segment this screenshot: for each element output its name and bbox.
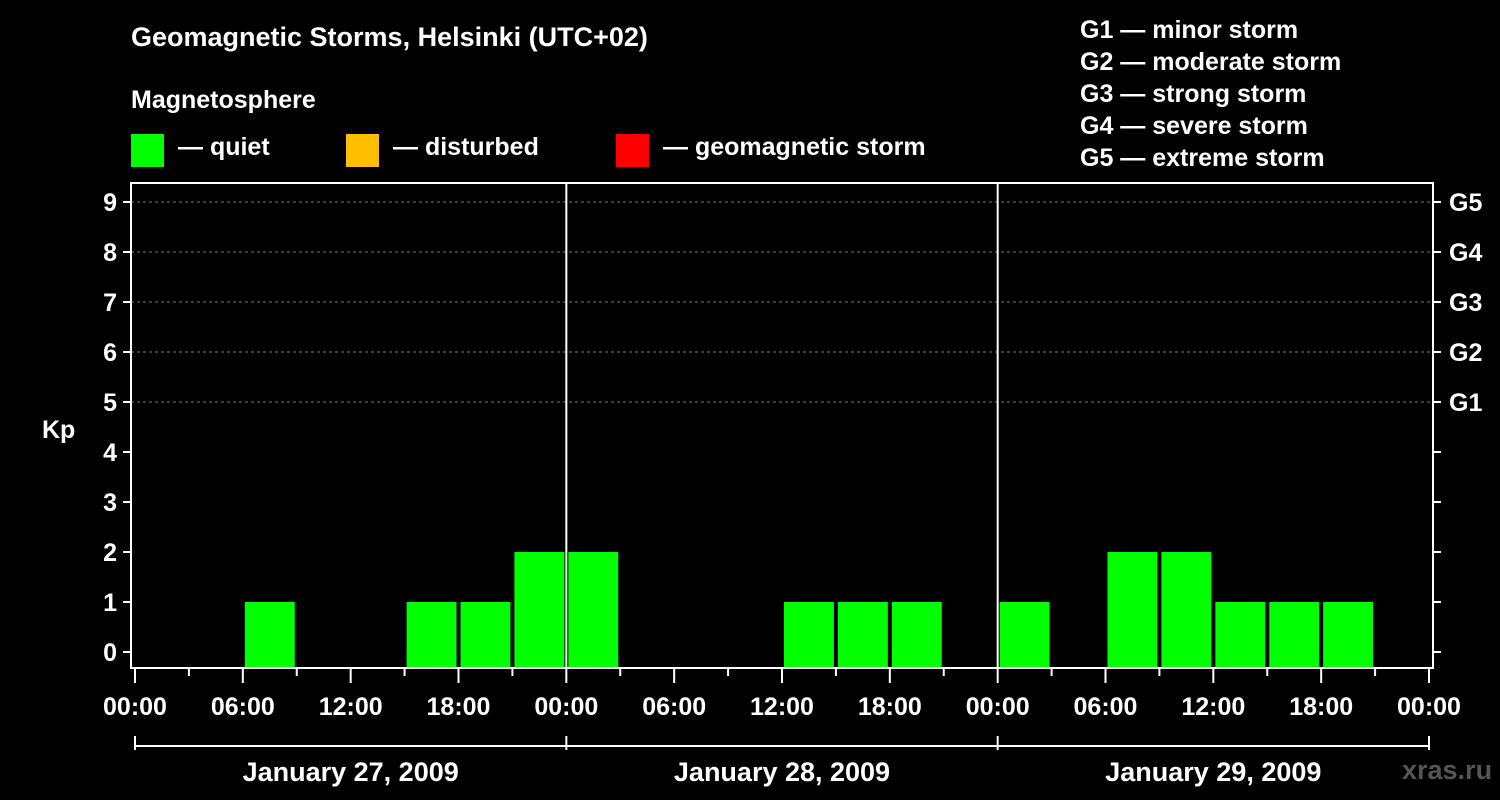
g-level-label: G3: [1449, 289, 1482, 317]
plot-frame: [130, 182, 1434, 669]
magnetosphere-subtitle: Magnetosphere: [131, 86, 316, 114]
bars: [244, 552, 1374, 668]
x-tick-label: 12:00: [750, 693, 814, 721]
kp-bar: [514, 552, 565, 668]
kp-bar: [1269, 602, 1320, 668]
legend-swatch-disturbed: [346, 134, 379, 167]
x-tick-label: 06:00: [642, 693, 706, 721]
legend-label-storm: — geomagnetic storm: [663, 133, 926, 161]
x-tick-label: 12:00: [1181, 693, 1245, 721]
kp-bar: [568, 552, 619, 668]
kp-bar: [891, 602, 942, 668]
legend-swatch-storm: [616, 134, 649, 167]
y-tick-label: 2: [103, 539, 117, 567]
kp-bar: [1107, 552, 1158, 668]
day-label: January 29, 2009: [1105, 757, 1321, 787]
day-label: January 28, 2009: [674, 757, 890, 787]
y-tick-label: 6: [103, 339, 117, 367]
y-tick-label: 0: [103, 639, 117, 667]
kp-bar: [244, 602, 295, 668]
day-label: January 27, 2009: [243, 757, 459, 787]
g-scale-item-g5: G5 — extreme storm: [1080, 144, 1325, 172]
y-tick-label: 7: [103, 289, 117, 317]
y-tick-label: 9: [103, 189, 117, 217]
x-tick-label: 18:00: [858, 693, 922, 721]
x-tick-label: 18:00: [1289, 693, 1353, 721]
kp-bar: [1323, 602, 1374, 668]
page-title: Geomagnetic Storms, Helsinki (UTC+02): [131, 22, 648, 52]
x-tick-label: 00:00: [103, 693, 167, 721]
kp-bar: [784, 602, 834, 668]
x-tick-label: 18:00: [427, 693, 491, 721]
g-level-label: G1: [1449, 389, 1482, 417]
g-level-label: G5: [1449, 189, 1482, 217]
y-tick-label: 5: [103, 389, 117, 417]
legend-label-disturbed: — disturbed: [393, 133, 539, 161]
x-tick-label: 06:00: [211, 693, 275, 721]
axes: [123, 182, 1441, 750]
y-axis-label: Kp: [42, 416, 75, 444]
g-level-label: G4: [1449, 239, 1482, 267]
kp-bar: [837, 602, 888, 668]
watermark: xras.ru: [1402, 755, 1493, 785]
axis-labels: 0 1 2 3 4 5 6 7 8 9 G1 G2 G3 G4 G5 Kp 00:00 06:00 12:00 18:…: [42, 189, 1482, 787]
kp-bar: [999, 602, 1050, 668]
x-tick-label: 00:00: [534, 693, 598, 721]
kp-bar: [1161, 552, 1212, 668]
g-scale-item-g3: G3 — strong storm: [1080, 80, 1307, 108]
x-tick-label: 06:00: [1074, 693, 1138, 721]
grid-lines: [131, 201, 1433, 403]
x-tick-label: 00:00: [1397, 693, 1461, 721]
kp-bar: [406, 602, 457, 668]
y-tick-label: 1: [103, 589, 117, 617]
g-scale-item-g1: G1 — minor storm: [1080, 16, 1299, 44]
g-scale-item-g4: G4 — severe storm: [1080, 112, 1308, 140]
y-tick-label: 4: [103, 439, 117, 467]
g-scale-item-g2: G2 — moderate storm: [1080, 48, 1342, 76]
kp-bar: [460, 602, 511, 668]
g-level-label: G2: [1449, 339, 1482, 367]
legend-label-quiet: — quiet: [178, 133, 270, 161]
x-tick-label: 00:00: [966, 693, 1030, 721]
g-scale-legend: G1 — minor storm G2 — moderate storm G3 …: [1080, 14, 1341, 174]
legend-swatch-quiet: [131, 134, 164, 167]
y-tick-label: 8: [103, 239, 117, 267]
kp-bar: [1215, 602, 1266, 668]
y-tick-label: 3: [103, 489, 117, 517]
x-tick-label: 12:00: [319, 693, 383, 721]
